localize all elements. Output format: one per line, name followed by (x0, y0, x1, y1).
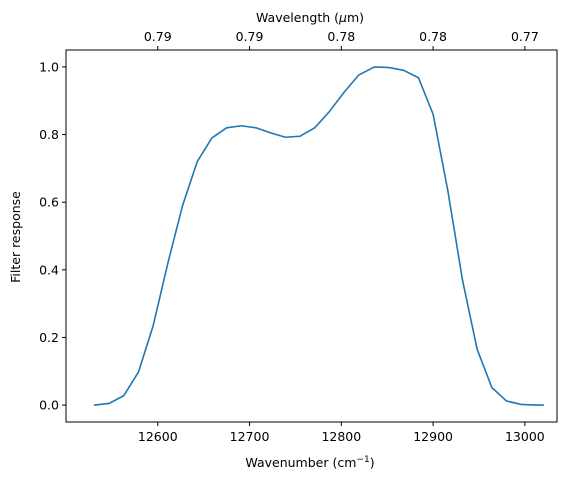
y-tick-label-3: 0.6 (39, 195, 59, 210)
top-tick-label-1: 0.79 (236, 29, 264, 44)
y-tick-label-5: 1.0 (39, 59, 59, 74)
top-tick-label-2: 0.78 (327, 29, 355, 44)
x-tick-label-4: 13000 (505, 429, 545, 444)
y-tick-label-0: 0.0 (39, 398, 59, 413)
axes-layer: 12600 12700 12800 12900 13000 0.0 0.2 0.4 0.6 0.8… (39, 29, 545, 444)
series-line-0 (93, 66, 545, 406)
y-tick-label-2: 0.4 (39, 262, 59, 277)
x-tick-label-1: 12700 (230, 429, 270, 444)
y-tick-label-4: 0.8 (39, 127, 59, 142)
plot-layer (93, 66, 545, 406)
top-x-axis-label: Wavelength (μm) (256, 10, 364, 25)
top-tick-label-3: 0.78 (419, 29, 447, 44)
x-tick-label-2: 12800 (321, 429, 361, 444)
y-tick-label-1: 0.2 (39, 330, 59, 345)
x-tick-label-0: 12600 (138, 429, 178, 444)
x-tick-label-3: 12900 (413, 429, 453, 444)
top-tick-label-0: 0.79 (144, 29, 172, 44)
top-tick-label-4: 0.77 (511, 29, 539, 44)
y-axis-label: Filter response (8, 191, 23, 283)
x-axis-label: Wavenumber (cm−1) (245, 455, 374, 470)
plot-frame (65, 49, 558, 423)
